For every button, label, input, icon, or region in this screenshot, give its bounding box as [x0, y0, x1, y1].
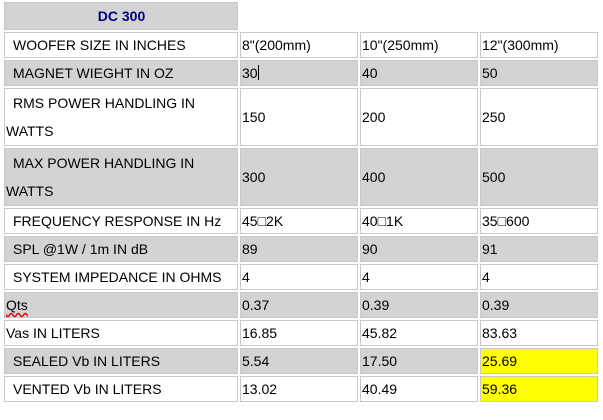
row-label[interactable]: SPL @1W / 1m IN dB: [4, 236, 238, 262]
cell[interactable]: 12"(300mm): [480, 32, 598, 58]
row-label[interactable]: FREQUENCY RESPONSE IN Hz: [4, 208, 238, 234]
cell[interactable]: 16.85: [240, 320, 358, 346]
row-label-text: Qts: [6, 297, 28, 313]
cell[interactable]: 35□600: [480, 208, 598, 234]
row-label[interactable]: MAX POWER HANDLING IN WATTS: [4, 148, 238, 206]
highlighted-cell[interactable]: 25.69: [480, 348, 598, 374]
cell[interactable]: 10"(250mm): [360, 32, 478, 58]
highlighted-cell[interactable]: 59.36: [480, 376, 598, 402]
cell[interactable]: 0.39: [480, 292, 598, 318]
cell[interactable]: 45.82: [360, 320, 478, 346]
cell[interactable]: 250: [480, 88, 598, 146]
row-label[interactable]: WOOFER SIZE IN INCHES: [4, 32, 238, 58]
cell[interactable]: 50: [480, 60, 598, 86]
table-row: FREQUENCY RESPONSE IN Hz 45□2K 40□1K 35□…: [4, 208, 598, 234]
cell[interactable]: 40□1K: [360, 208, 478, 234]
table-row: SPL @1W / 1m IN dB 89 90 91: [4, 236, 598, 262]
cell[interactable]: 13.02: [240, 376, 358, 402]
cell[interactable]: 8"(200mm): [240, 32, 358, 58]
cell[interactable]: 0.37: [240, 292, 358, 318]
row-label[interactable]: SEALED Vb IN LITERS: [4, 348, 238, 374]
table-row: VENTED Vb IN LITERS 13.02 40.49 59.36: [4, 376, 598, 402]
cell[interactable]: 90: [360, 236, 478, 262]
cell[interactable]: 200: [360, 88, 478, 146]
table-row: WOOFER SIZE IN INCHES 8"(200mm) 10"(250m…: [4, 32, 598, 58]
cell[interactable]: 83.63: [480, 320, 598, 346]
row-label[interactable]: Qts: [4, 292, 238, 318]
row-label[interactable]: SYSTEM IMPEDANCE IN OHMS: [4, 264, 238, 290]
cell[interactable]: 400: [360, 148, 478, 206]
row-label[interactable]: VENTED Vb IN LITERS: [4, 376, 238, 402]
cell[interactable]: 45□2K: [240, 208, 358, 234]
cell[interactable]: 17.50: [360, 348, 478, 374]
cell[interactable]: 30: [240, 60, 358, 86]
cell[interactable]: 150: [240, 88, 358, 146]
cell-value: 30: [242, 65, 258, 81]
row-label[interactable]: Vas IN LITERS: [4, 320, 238, 346]
specs-table: DC 300 WOOFER SIZE IN INCHES 8"(200mm) 1…: [2, 0, 600, 404]
cell[interactable]: 91: [480, 236, 598, 262]
row-label[interactable]: MAGNET WIEGHT IN OZ: [4, 60, 238, 86]
table-title: DC 300: [4, 2, 238, 30]
cell[interactable]: 4: [480, 264, 598, 290]
table-row: RMS POWER HANDLING IN WATTS 150 200 250: [4, 88, 598, 146]
cell[interactable]: 0.39: [360, 292, 478, 318]
row-label-text: RMS POWER HANDLING IN WATTS: [6, 95, 196, 139]
table-row: SYSTEM IMPEDANCE IN OHMS 4 4 4: [4, 264, 598, 290]
table-row: MAGNET WIEGHT IN OZ 30 40 50: [4, 60, 598, 86]
cell[interactable]: 4: [360, 264, 478, 290]
table-row: SEALED Vb IN LITERS 5.54 17.50 25.69: [4, 348, 598, 374]
cell[interactable]: 4: [240, 264, 358, 290]
cell[interactable]: 89: [240, 236, 358, 262]
row-label[interactable]: RMS POWER HANDLING IN WATTS: [4, 88, 238, 146]
table-row: MAX POWER HANDLING IN WATTS 300 400 500: [4, 148, 598, 206]
text-cursor: [257, 65, 259, 80]
table-row: Vas IN LITERS 16.85 45.82 83.63: [4, 320, 598, 346]
cell[interactable]: 5.54: [240, 348, 358, 374]
cell[interactable]: 500: [480, 148, 598, 206]
cell[interactable]: 300: [240, 148, 358, 206]
row-label-text: MAX POWER HANDLING IN WATTS: [6, 155, 195, 199]
cell[interactable]: 40: [360, 60, 478, 86]
cell[interactable]: 40.49: [360, 376, 478, 402]
table-row: Qts 0.37 0.39 0.39: [4, 292, 598, 318]
